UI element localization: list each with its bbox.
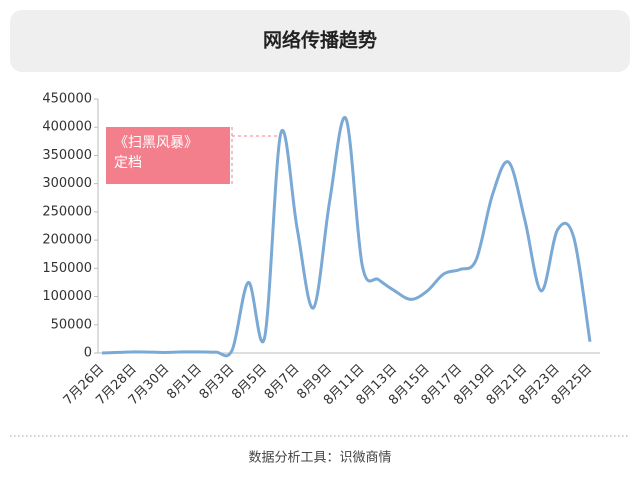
y-tick-label: 150000	[42, 261, 92, 276]
y-tick-label: 450000	[42, 92, 92, 107]
y-tick-label: 250000	[42, 204, 92, 219]
line	[101, 116, 592, 358]
x-tick-label: 8月5日	[229, 362, 270, 403]
y-tick-label: 100000	[42, 289, 92, 304]
annotation-text: 定档	[114, 155, 142, 171]
y-tick-label: 300000	[42, 176, 92, 191]
y-tick-label: 200000	[42, 233, 92, 248]
chart-title: 网络传播趋势	[263, 29, 377, 52]
y-tick-label: 400000	[42, 120, 92, 135]
y-tick-label: 0	[84, 346, 92, 361]
y-tick-label: 350000	[42, 148, 92, 163]
annotation-text: 《扫黑风暴》	[114, 135, 198, 151]
annotation-box	[106, 127, 230, 184]
y-tick-label: 50000	[51, 317, 92, 332]
x-tick-label: 8月7日	[262, 362, 303, 403]
source: 数据分析工具：识微商情	[248, 451, 391, 466]
header-box	[10, 10, 630, 72]
x-tick-label: 8月3日	[197, 362, 238, 403]
x-tick-label: 8月1日	[164, 362, 205, 403]
